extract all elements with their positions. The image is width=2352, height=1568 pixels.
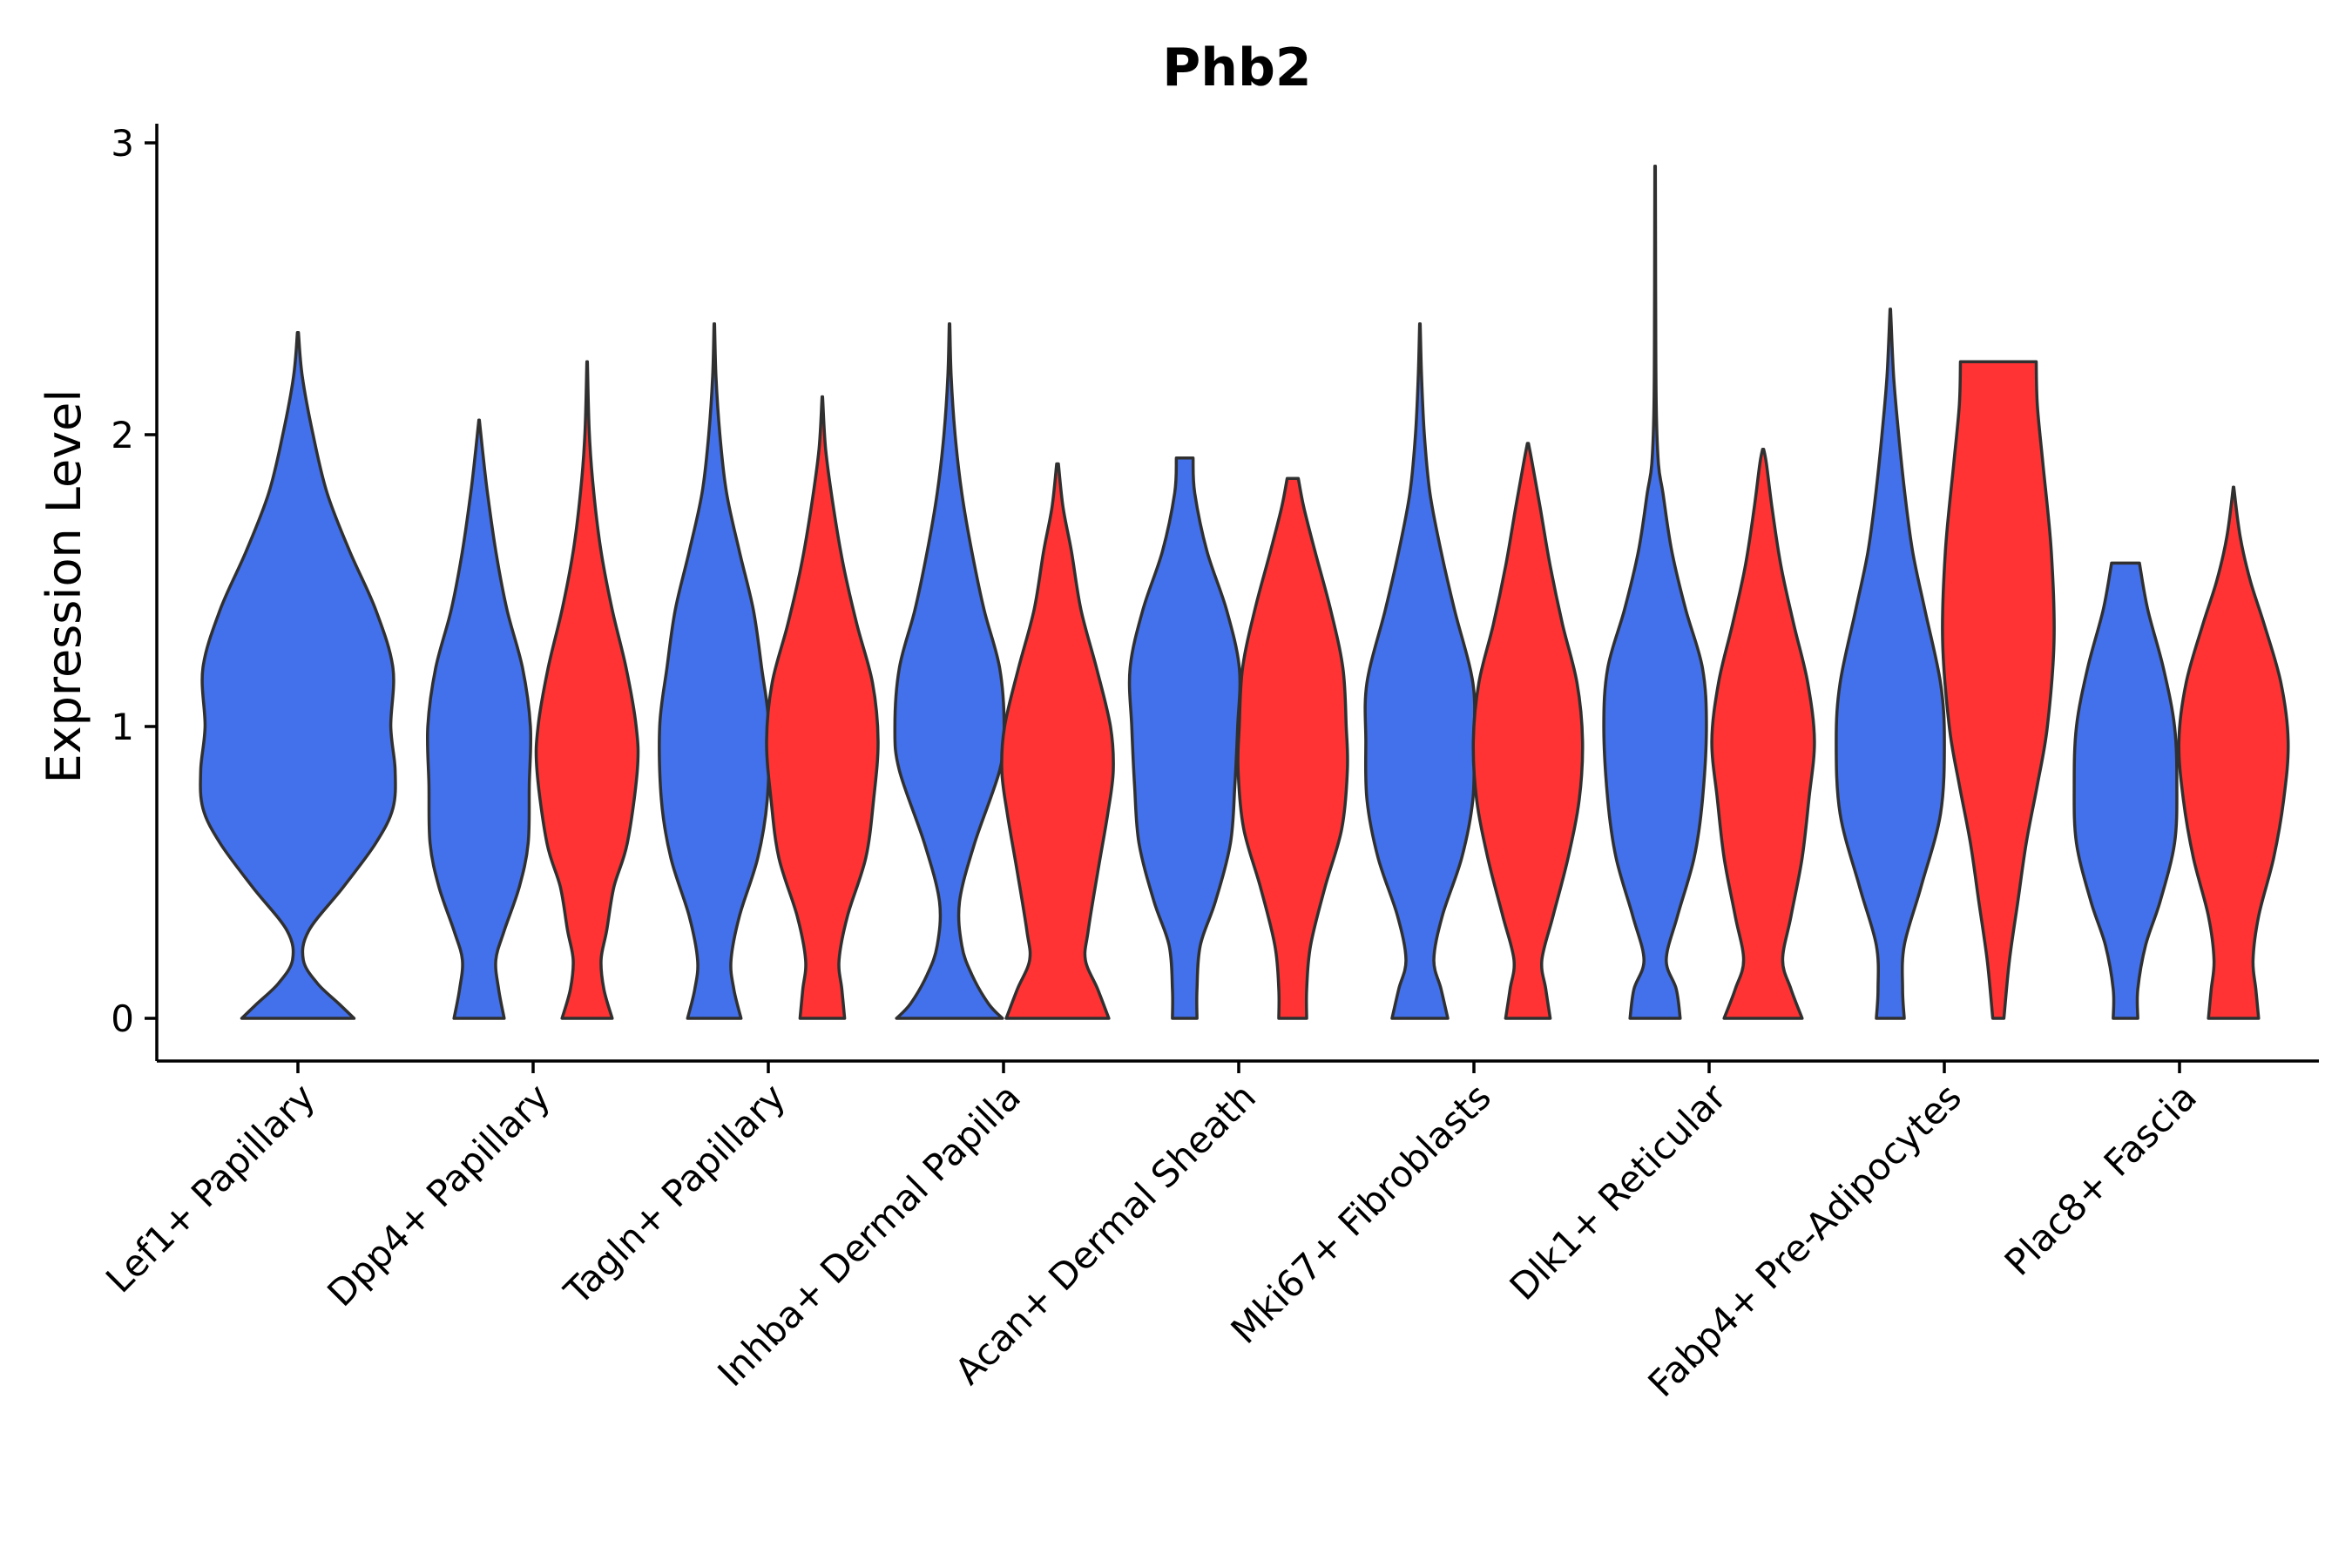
violin-group-blue-2 <box>658 321 771 1020</box>
violin-group-red-4 <box>1236 476 1349 1020</box>
violin-group-red-6 <box>1710 448 1816 1020</box>
violin-group-blue-1 <box>425 418 533 1020</box>
violin-group-blue-3 <box>893 321 1006 1020</box>
violin-group-blue-4 <box>1127 456 1242 1020</box>
y-tick-label: 3 <box>111 122 134 165</box>
violin-group-red-3 <box>1000 462 1115 1020</box>
violin-group-red-7 <box>1941 360 2056 1020</box>
y-axis-label: Expression Level <box>37 389 91 784</box>
y-tick-label: 2 <box>111 414 134 456</box>
x-tick-label: Lef1+ Papillary <box>98 1075 323 1301</box>
violin-group-blue-8 <box>2072 561 2179 1020</box>
violin-group-red-2 <box>765 395 880 1020</box>
violin-group-blue-0 <box>199 331 397 1020</box>
x-tick-label: Dlk1+ Reticular <box>1502 1075 1735 1308</box>
x-tick-label: Dpp4+ Papillary <box>319 1075 558 1315</box>
x-tick-label: Mki67+ Fibroblasts <box>1223 1075 1499 1351</box>
x-tick-label: Tagln+ Papillary <box>556 1075 794 1313</box>
violin-group-blue-7 <box>1835 308 1946 1020</box>
x-tick-label: Plac8+ Fascia <box>1997 1075 2205 1283</box>
chart-title: Phb2 <box>1162 37 1311 98</box>
violin-group-red-8 <box>2177 485 2290 1020</box>
violins-layer <box>199 165 2290 1020</box>
violin-group-red-1 <box>534 360 640 1020</box>
violin-group-blue-6 <box>1602 165 1708 1020</box>
y-tick-label: 1 <box>111 706 134 748</box>
violin-group-blue-5 <box>1363 321 1477 1020</box>
y-tick-label: 0 <box>111 997 134 1040</box>
violin-group-red-5 <box>1471 442 1585 1020</box>
